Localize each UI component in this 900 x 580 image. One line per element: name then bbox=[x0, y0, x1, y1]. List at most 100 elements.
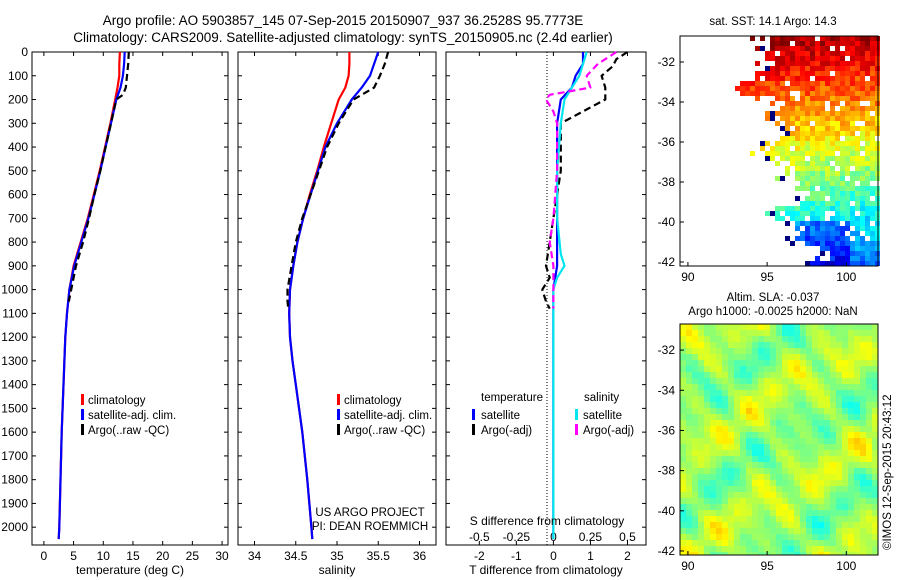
sla-cell bbox=[782, 450, 788, 456]
sla-cell bbox=[692, 360, 698, 366]
sla-cell bbox=[728, 462, 734, 468]
sla-cell bbox=[746, 462, 752, 468]
sla-cell bbox=[716, 480, 722, 486]
sla-cell bbox=[824, 414, 830, 420]
sla-cell bbox=[848, 546, 854, 552]
sla-cell bbox=[770, 546, 776, 552]
sla-cell bbox=[782, 360, 788, 366]
sla-cell bbox=[740, 420, 746, 426]
sst-cell bbox=[870, 176, 875, 181]
sla-cell bbox=[830, 474, 836, 480]
sla-cell bbox=[704, 360, 710, 366]
sst-cell bbox=[825, 181, 830, 186]
sla-cell bbox=[776, 444, 782, 450]
sla-cell bbox=[764, 336, 770, 342]
sla-cell bbox=[818, 432, 824, 438]
sla-cell bbox=[854, 552, 860, 555]
sst-cell bbox=[835, 181, 840, 186]
sst-cell bbox=[800, 111, 805, 116]
sla-cell bbox=[836, 444, 842, 450]
sla-cell bbox=[698, 444, 704, 450]
sst-cell bbox=[800, 76, 805, 81]
sla-cell bbox=[680, 450, 686, 456]
sst-cell bbox=[840, 91, 845, 96]
sla-cell bbox=[830, 366, 836, 372]
sla-cell bbox=[836, 540, 842, 546]
sst-cell bbox=[780, 96, 785, 101]
sst-cell bbox=[855, 86, 860, 91]
sla-cell bbox=[752, 366, 758, 372]
sst-cell bbox=[775, 96, 780, 101]
sst-cell bbox=[785, 151, 790, 156]
sla-cell bbox=[794, 510, 800, 516]
sst-cell bbox=[865, 151, 870, 156]
sla-cell bbox=[686, 498, 692, 504]
salinity-axes-frame bbox=[237, 51, 437, 546]
sst-cell bbox=[825, 121, 830, 126]
sla-cell bbox=[854, 546, 860, 552]
sla-cell bbox=[740, 516, 746, 522]
sst-cell bbox=[830, 226, 835, 231]
sla-cell bbox=[722, 390, 728, 396]
sst-cell bbox=[845, 161, 850, 166]
sst-cell bbox=[795, 131, 800, 136]
sst-cell bbox=[805, 226, 810, 231]
sst-cell bbox=[870, 101, 875, 106]
sst-cell bbox=[845, 246, 850, 251]
sst-cell bbox=[840, 146, 845, 151]
sla-cell bbox=[800, 324, 806, 330]
sst-cell bbox=[800, 166, 805, 171]
sla-cell bbox=[866, 510, 872, 516]
sla-cell bbox=[854, 474, 860, 480]
sst-cell bbox=[815, 191, 820, 196]
sla-cell bbox=[806, 468, 812, 474]
sst-cell bbox=[780, 86, 785, 91]
sst-cell bbox=[805, 81, 810, 86]
sla-cell bbox=[818, 528, 824, 534]
sst-cell bbox=[850, 241, 855, 246]
sst-cell bbox=[845, 146, 850, 151]
sla-cell bbox=[734, 426, 740, 432]
sst-cell bbox=[870, 156, 875, 161]
sla-cell bbox=[848, 348, 854, 354]
sst-cell bbox=[850, 111, 855, 116]
sla-cell bbox=[782, 402, 788, 408]
sla-cell bbox=[710, 390, 716, 396]
sst-cell bbox=[850, 246, 855, 251]
sst-cell bbox=[790, 131, 795, 136]
sla-cell bbox=[854, 414, 860, 420]
sla-cell bbox=[788, 354, 794, 360]
sst-cell bbox=[855, 126, 860, 131]
sla-cell bbox=[860, 354, 866, 360]
sst-cell bbox=[800, 171, 805, 176]
sst-cell bbox=[820, 241, 825, 246]
sla-cell bbox=[752, 492, 758, 498]
sla-cell bbox=[800, 444, 806, 450]
sst-cell bbox=[775, 41, 780, 46]
sla-cell bbox=[734, 420, 740, 426]
sla-cell bbox=[806, 354, 812, 360]
sst-cell bbox=[750, 81, 755, 86]
sst-cell bbox=[860, 206, 865, 211]
sla-cell bbox=[782, 408, 788, 414]
sla-cell bbox=[842, 402, 848, 408]
sla-cell bbox=[746, 540, 752, 546]
sst-cell bbox=[795, 146, 800, 151]
sst-cell bbox=[835, 116, 840, 121]
sla-cell bbox=[686, 546, 692, 552]
sla-cell bbox=[806, 408, 812, 414]
sla-cell bbox=[848, 324, 854, 330]
sst-cell bbox=[800, 151, 805, 156]
figure-title-line1: Argo profile: AO 5903857_145 07-Sep-2015… bbox=[103, 13, 583, 28]
sla-cell bbox=[776, 552, 782, 555]
sst-cell bbox=[865, 256, 870, 261]
sst-cell bbox=[810, 211, 815, 216]
sla-cell bbox=[776, 348, 782, 354]
sla-cell bbox=[830, 330, 836, 336]
sst-cell bbox=[855, 171, 860, 176]
sst-cell bbox=[865, 136, 870, 141]
sla-cell bbox=[782, 510, 788, 516]
sst-cell bbox=[870, 141, 875, 146]
sla-cell bbox=[776, 330, 782, 336]
sst-cell bbox=[800, 116, 805, 121]
